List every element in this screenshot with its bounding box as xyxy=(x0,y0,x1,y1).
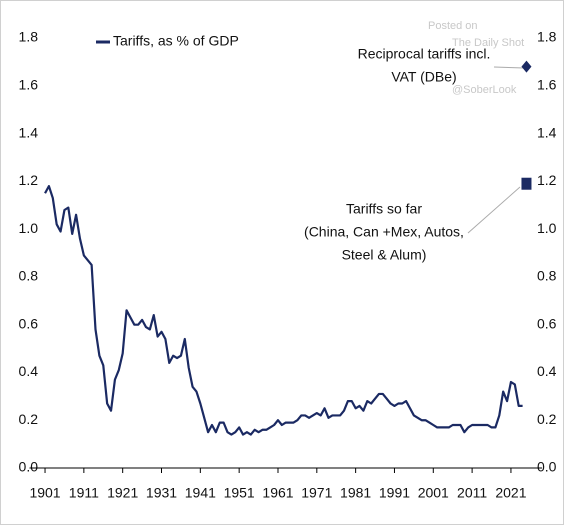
y-tick-label: 0.0 xyxy=(19,459,39,475)
x-tick-label: 1961 xyxy=(262,485,293,501)
watermark: @SoberLook xyxy=(452,84,517,96)
annotation: VAT (DBe) xyxy=(391,69,456,85)
y2-tick-label: 0.2 xyxy=(537,411,557,427)
y-tick-label: 1.8 xyxy=(19,29,39,45)
y-tick-label: 0.6 xyxy=(19,315,39,331)
annotation: (China, Can +Mex, Autos, xyxy=(304,224,464,240)
y-tick-label: 1.6 xyxy=(19,76,39,92)
x-tick-label: 1971 xyxy=(301,485,332,501)
x-tick-label: 1931 xyxy=(146,485,177,501)
connector xyxy=(493,66,525,69)
y2-tick-label: 1.6 xyxy=(537,76,557,92)
x-tick-label: 2001 xyxy=(418,485,449,501)
y-tick-label: 1.4 xyxy=(19,124,39,140)
x-tick-label: 1921 xyxy=(107,485,138,501)
x-tick-label: 1901 xyxy=(29,485,60,501)
y-tick-label: 0.4 xyxy=(19,363,39,379)
x-tick-label: 1951 xyxy=(224,485,255,501)
y2-tick-label: 0.0 xyxy=(537,459,557,475)
x-tick-label: 1911 xyxy=(69,485,99,501)
watermark: Posted on xyxy=(428,20,478,32)
annotation: Tariffs so far xyxy=(346,201,422,217)
x-tick-label: 1981 xyxy=(340,485,371,501)
y2-tick-label: 0.4 xyxy=(537,363,557,379)
annotation: Steel & Alum) xyxy=(342,247,427,263)
x-tick-label: 1991 xyxy=(379,485,410,501)
marker-square xyxy=(521,177,532,190)
legend-label: Tariffs, as % of GDP xyxy=(113,33,239,49)
x-tick-label: 2021 xyxy=(495,485,526,501)
line-series xyxy=(44,185,523,436)
x-tick-label: 2011 xyxy=(457,485,487,501)
annotation: Reciprocal tariffs incl. xyxy=(358,46,491,62)
y2-tick-label: 1.2 xyxy=(537,172,557,188)
y-tick-label: 1.0 xyxy=(19,220,39,236)
y2-tick-label: 0.6 xyxy=(537,315,557,331)
x-tick-label: 1941 xyxy=(185,485,216,501)
y2-tick-label: 1.8 xyxy=(537,29,557,45)
y-tick-label: 0.2 xyxy=(19,411,39,427)
connector xyxy=(467,186,521,234)
y2-tick-label: 1.4 xyxy=(537,124,557,140)
y-tick-label: 0.8 xyxy=(19,268,39,284)
y2-tick-label: 0.8 xyxy=(537,268,557,284)
y-tick-label: 1.2 xyxy=(19,172,39,188)
marker-diamond xyxy=(521,60,532,73)
watermark: The Daily Shot xyxy=(452,37,524,49)
y2-tick-label: 1.0 xyxy=(537,220,557,236)
